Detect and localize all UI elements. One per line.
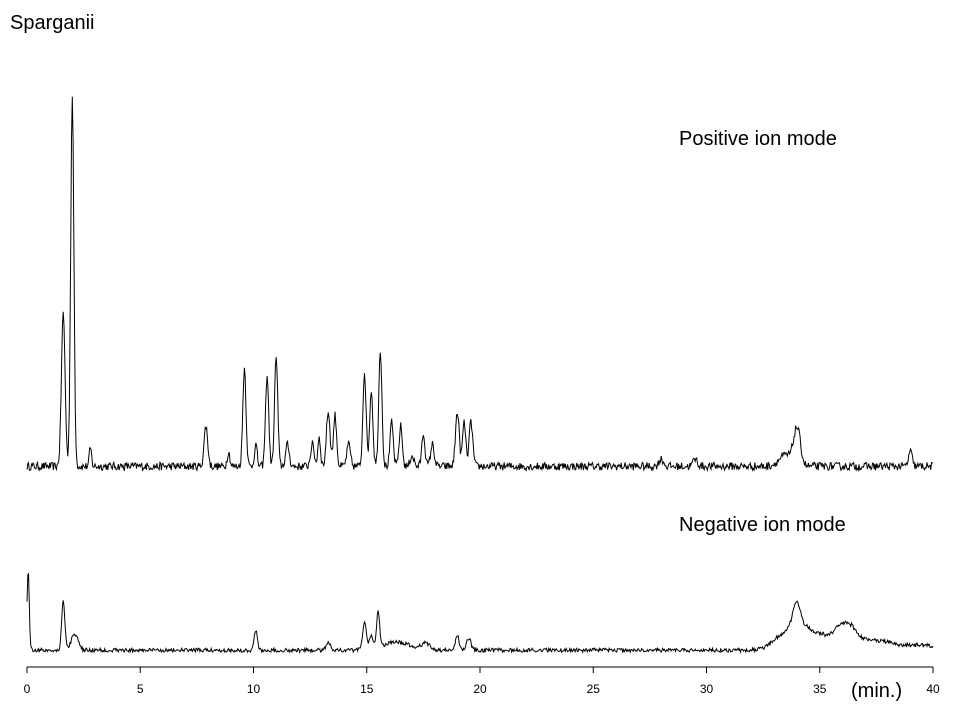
x-tick-label: 0 [24, 682, 31, 696]
x-axis-ticks: 0 5 10 15 20 25 30 35 40 [24, 667, 940, 696]
chart-title: Sparganii [10, 12, 95, 34]
x-tick-label: 10 [247, 682, 261, 696]
series-label-negative: Negative ion mode [679, 514, 846, 536]
x-tick-label: 5 [137, 682, 144, 696]
x-axis-label: (min.) [851, 680, 902, 702]
positive-ion-trace [26, 96, 934, 473]
x-tick-label: 35 [813, 682, 827, 696]
x-tick-label: 40 [926, 682, 940, 696]
x-tick-label: 30 [700, 682, 714, 696]
x-tick-label: 25 [587, 682, 601, 696]
series-label-positive: Positive ion mode [679, 128, 837, 150]
negative-ion-trace [26, 573, 934, 654]
x-tick-label: 15 [360, 682, 374, 696]
x-tick-label: 20 [473, 682, 487, 696]
